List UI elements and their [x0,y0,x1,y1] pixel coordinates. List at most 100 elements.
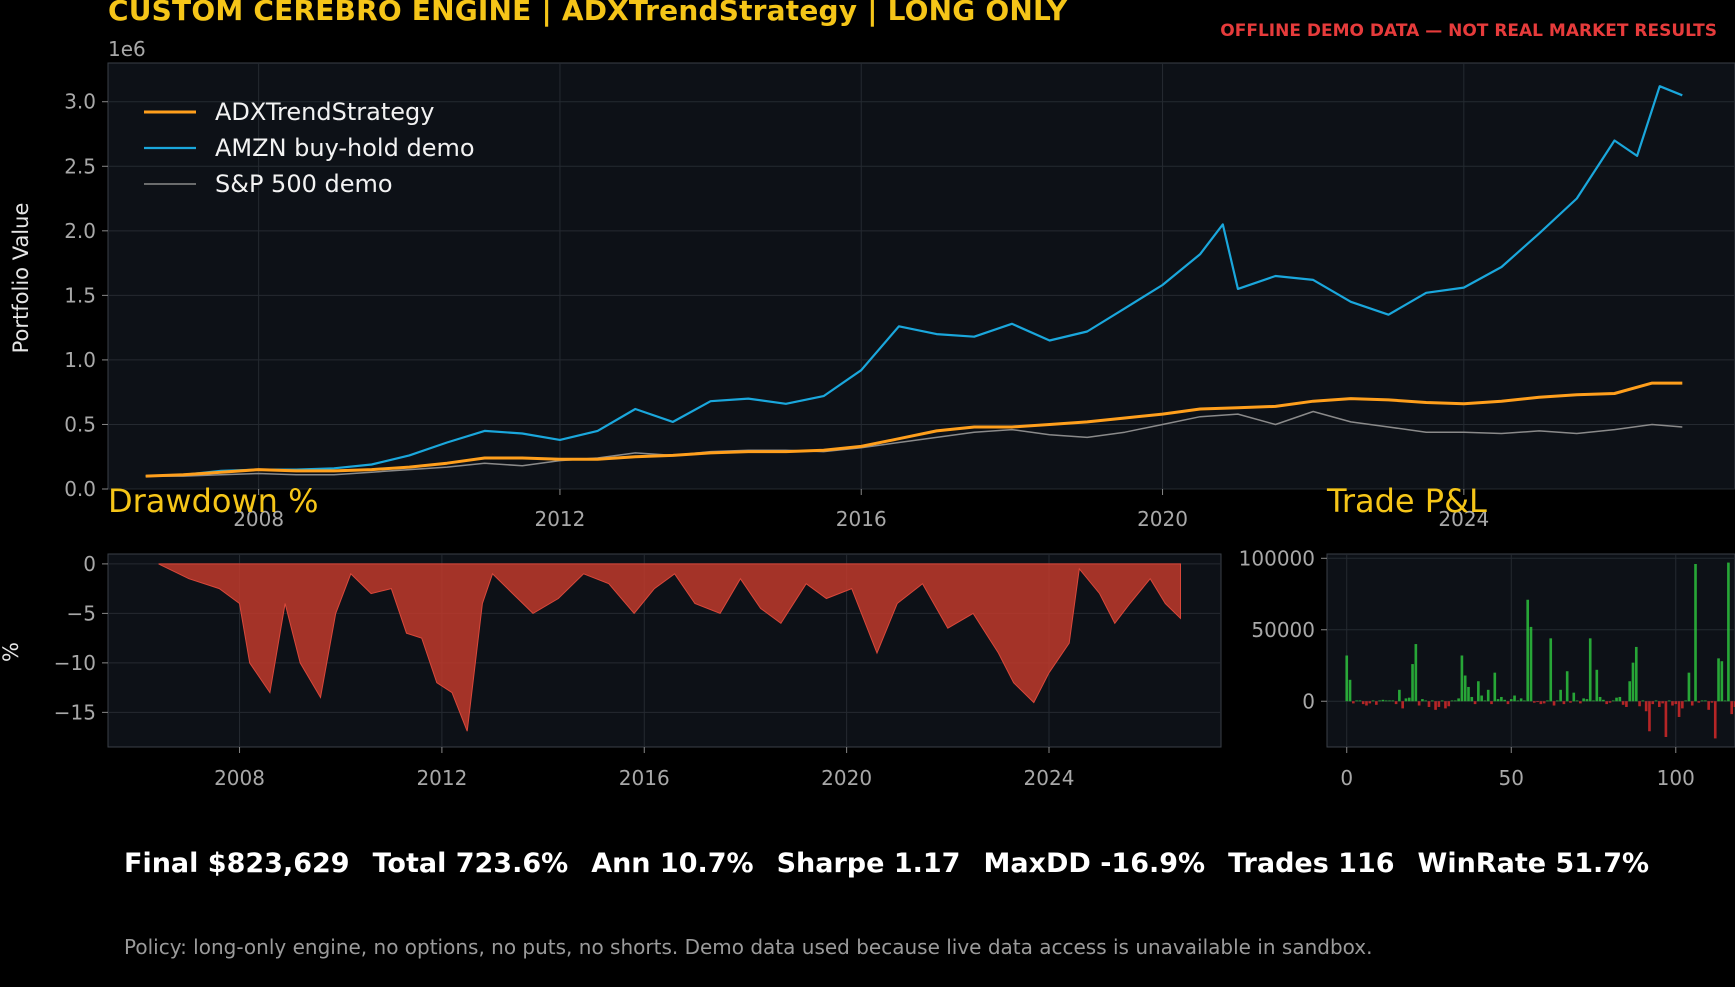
page-title: CUSTOM CEREBRO ENGINE | ADXTrendStrategy… [108,0,1068,27]
pnl-bar [1480,695,1483,702]
pnl-bar [1493,672,1497,702]
pnl-bar [1592,700,1595,702]
equity-series-line-0 [145,381,1683,478]
drawdown-y-axis-label: % [0,642,23,662]
pnl-bar [1638,701,1641,707]
pnl-bar [1463,675,1467,702]
pnl-bar [1681,701,1684,709]
pnl-bar [1361,701,1365,705]
equity-lines [145,85,1683,478]
summary-stats: Final $823,629 Total 723.6% Ann 10.7% Sharp… [124,848,1672,879]
pnl-bar [1486,689,1490,702]
equity-ytick-label: 3.0 [64,90,96,114]
pnl-bar [1565,671,1569,702]
pnl-bar [1658,701,1661,707]
drawdown-xtick-label: 2020 [821,766,872,790]
pnl-bar [1556,700,1559,702]
pnl-bar [1381,699,1385,702]
stat-ann: Ann 10.7% [591,848,754,879]
equity-ytick-label: 1.5 [64,283,96,307]
pnl-xtick-label: 100 [1657,766,1695,790]
pnl-bar [1516,700,1520,702]
pnl-bar [1727,562,1730,702]
pnl-bar [1585,699,1589,702]
pnl-bar [1621,701,1625,705]
pnl-bar [1700,700,1704,702]
pnl-bar [1477,681,1480,702]
pnl-bar [1618,696,1622,702]
pnl-bar [1694,564,1697,702]
pnl-bar [1704,700,1707,702]
pnl-bar [1654,700,1658,702]
pnl-bar [1368,701,1372,704]
policy-note: Policy: long-only engine, no options, no… [124,935,1373,959]
drawdown-panel: 2008 2012 2016 2020 2024 0 −5 −10 −15 Drawdown … [0,482,1222,790]
pnl-bar [1394,701,1398,705]
pnl-bar [1496,699,1500,702]
pnl-bar [1595,669,1599,702]
pnl-bar [1447,701,1451,707]
pnl-bar [1641,700,1645,702]
pnl-bar [1733,701,1735,707]
pnl-bar [1690,701,1694,706]
pnl-bar [1697,701,1701,703]
pnl-bar [1421,699,1424,702]
equity-plot-background [107,62,1735,490]
pnl-bar [1549,638,1553,702]
pnl-x-ticks: 0 50 100 [1340,747,1695,790]
pnl-bar [1730,701,1734,715]
pnl-bar [1579,701,1582,704]
drawdown-x-ticks: 2008 2012 2016 2020 2024 [214,747,1074,790]
legend-label: S&P 500 demo [215,170,393,198]
equity-xtick-label: 2012 [534,507,585,531]
pnl-title: Trade P&L [1326,482,1487,520]
stat-maxdd: MaxDD -16.9% [983,848,1206,879]
pnl-bar [1546,700,1549,702]
pnl-bar [1430,700,1434,702]
equity-x-ticks: 2008 2012 2016 2020 2024 [233,489,1489,531]
trade-pnl-panel: 0 50 100 100000 50000 0 Trade P&L [1239,482,1735,790]
pnl-ytick-label: 0 [1302,689,1315,713]
pnl-bar [1552,701,1556,706]
equity-xtick-label: 2008 [233,507,284,531]
pnl-ytick-label: 50000 [1251,618,1315,642]
pnl-bar [1674,701,1678,705]
pnl-bar [1687,672,1691,702]
pnl-bar [1605,701,1608,705]
legend-label: ADXTrendStrategy [215,98,434,126]
drawdown-y-ticks: 0 −5 −10 −15 [54,552,108,724]
pnl-bar [1611,700,1615,702]
pnl-bar [1559,689,1562,702]
pnl-bar [1440,700,1444,702]
pnl-bar [1473,701,1477,705]
pnl-bar [1569,701,1572,703]
pnl-bar [1582,698,1585,702]
pnl-bar [1398,689,1401,702]
pnl-bar [1411,664,1414,702]
demo-data-warning: OFFLINE DEMO DATA — NOT REAL MARKET RESU… [1220,21,1717,41]
pnl-bar [1615,697,1618,702]
equity-gridlines [108,63,1735,490]
legend-label: AMZN buy-hold demo [215,134,475,162]
pnl-bar [1539,701,1543,705]
equity-y-axis-label: Portfolio Value [9,203,33,354]
drawdown-xtick-label: 2008 [214,766,265,790]
pnl-bar [1417,701,1421,706]
pnl-bar [1677,701,1681,717]
pnl-bar [1467,686,1470,702]
equity-ytick-label: 1.0 [64,348,96,372]
pnl-bar [1542,701,1546,704]
pnl-bar [1588,638,1592,702]
pnl-bar [1661,701,1664,704]
pnl-bar [1457,698,1460,702]
pnl-bar [1414,644,1418,702]
pnl-bar [1631,662,1635,702]
pnl-bar [1378,700,1381,702]
stat-total: Total 723.6% [372,848,569,879]
pnl-bar [1450,700,1454,702]
drawdown-xtick-label: 2024 [1024,766,1075,790]
stat-winrate: WinRate 51.7% [1417,848,1650,879]
pnl-bar [1348,679,1352,702]
pnl-bar [1707,701,1710,710]
stat-trades: Trades 116 [1228,848,1395,879]
